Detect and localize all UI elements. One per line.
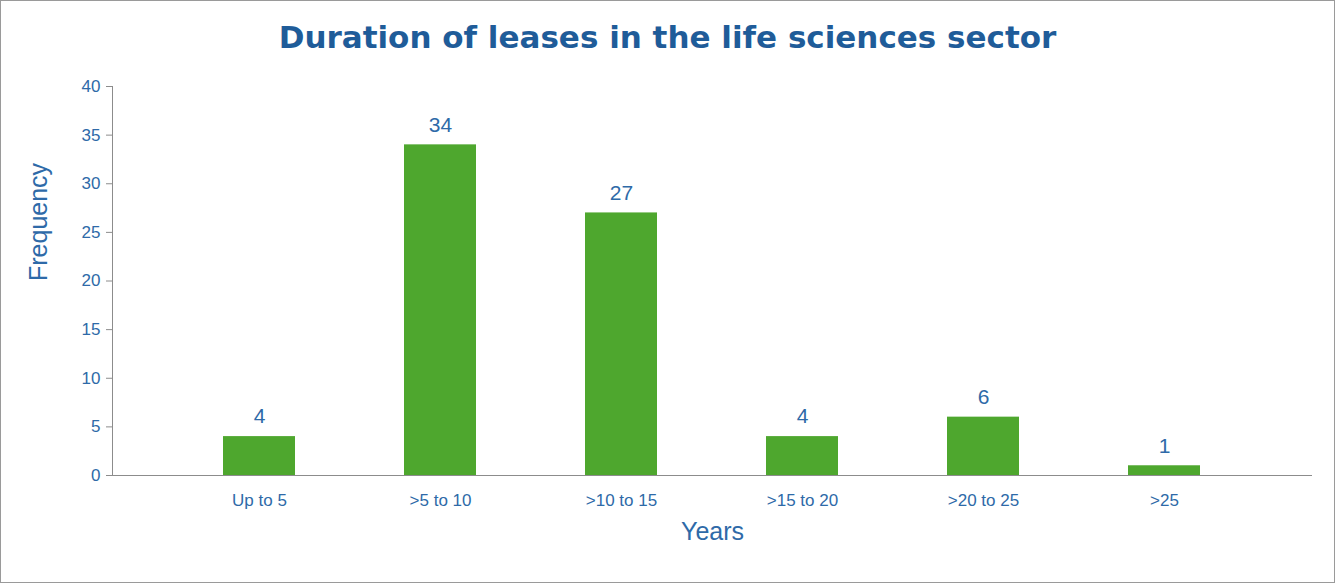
svg-text:6: 6 <box>978 385 990 408</box>
svg-text:>10 to 15: >10 to 15 <box>586 491 657 510</box>
html-text:Duration of leases in the life: Duration of leases in the life sciences … <box>278 19 1057 55</box>
svg-text:20: 20 <box>82 271 101 290</box>
svg-text:Up to 5: Up to 5 <box>232 491 287 510</box>
svg-text:5: 5 <box>91 417 100 436</box>
svg-text:34: 34 <box>429 113 453 136</box>
svg-text:4: 4 <box>254 404 266 427</box>
svg-text:30: 30 <box>82 174 101 193</box>
svg-text:Years: Years <box>681 517 744 545</box>
svg-text:27: 27 <box>610 181 633 204</box>
svg-text:>25: >25 <box>1150 491 1179 510</box>
svg-text:>5 to 10: >5 to 10 <box>410 491 472 510</box>
svg-text:15: 15 <box>82 320 101 339</box>
svg-text:0: 0 <box>91 466 100 485</box>
svg-text:1: 1 <box>1159 433 1171 456</box>
svg-text:25: 25 <box>82 223 101 242</box>
svg-text:10: 10 <box>82 369 101 388</box>
svg-text:Frequency: Frequency <box>24 162 52 281</box>
svg-text:4: 4 <box>797 404 809 427</box>
svg-text:>20 to 25: >20 to 25 <box>948 491 1019 510</box>
svg-text:>15 to 20: >15 to 20 <box>767 491 838 510</box>
svg-text:40: 40 <box>82 77 101 96</box>
svg-text:35: 35 <box>82 126 101 145</box>
